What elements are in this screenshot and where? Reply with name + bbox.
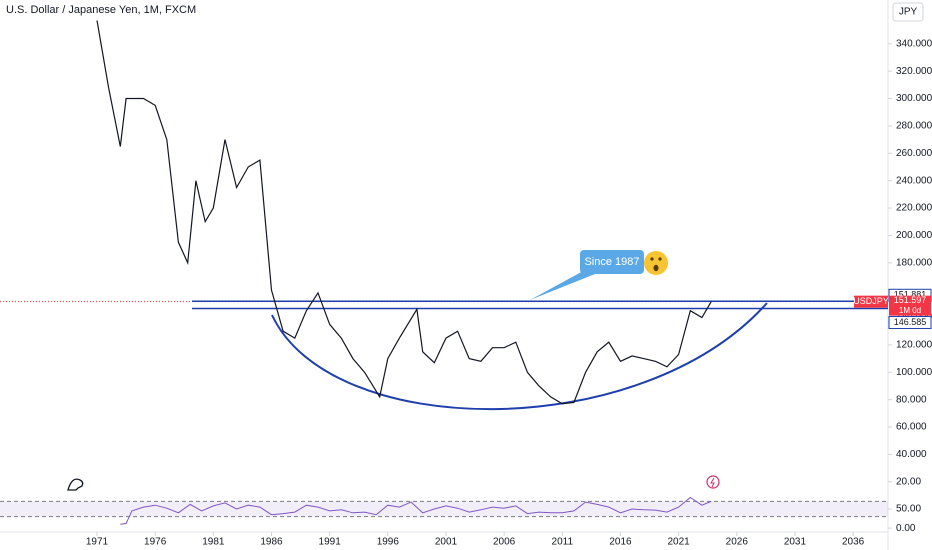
y-tick-label: 300.000 (896, 93, 932, 104)
y-tick-label: 180.000 (896, 257, 932, 268)
y-tick-label: 100.000 (896, 367, 932, 378)
x-tick-label: 2026 (726, 537, 749, 548)
event-icon[interactable] (706, 475, 720, 489)
y-tick-label: 340.000 (896, 38, 932, 49)
x-tick-label: 1971 (86, 537, 109, 548)
x-tick-label: 1976 (144, 537, 167, 548)
y-tick-label: 260.000 (896, 148, 932, 159)
y-tick-label: 120.000 (896, 340, 932, 351)
level-label: 146.585 (894, 317, 927, 327)
x-tick-label: 2001 (435, 537, 458, 548)
x-tick-label: 2021 (667, 537, 690, 548)
emoji-eye (658, 257, 662, 261)
event-bolt (710, 477, 715, 488)
y-tick-label: 80.000 (896, 394, 927, 405)
emoji-mouth (653, 264, 659, 272)
callout-text: Since 1987 (584, 256, 639, 268)
currency-label[interactable]: JPY (899, 7, 918, 18)
cup-curve (271, 302, 768, 411)
y-tick-label: 280.000 (896, 121, 932, 132)
symbol-box (854, 295, 888, 308)
emoji (644, 251, 668, 275)
x-tick-label: 1981 (202, 537, 225, 548)
x-tick-label: 1991 (319, 537, 342, 548)
emoji-eye (650, 257, 654, 261)
currency-button[interactable] (892, 2, 924, 22)
symbol-label: USDJPY (853, 296, 889, 306)
level-label-box (888, 316, 932, 330)
y-tick-label: 220.000 (896, 203, 932, 214)
countdown-label: 1M 0d (899, 306, 921, 315)
y-tick-label: 40.000 (896, 449, 927, 460)
chart-title: U.S. Dollar / Japanese Yen, 1M, FXCM (6, 4, 196, 16)
x-tick-label: 2031 (784, 537, 807, 548)
x-tick-label: 2016 (609, 537, 632, 548)
rsi-tick-label: 0.00 (896, 523, 916, 534)
y-tick-label: 60.000 (896, 422, 927, 433)
y-tick-label: 320.000 (896, 66, 932, 77)
y-tick-label: 20.00 (896, 476, 921, 487)
callout (580, 250, 644, 274)
x-tick-label: 2036 (842, 537, 865, 548)
last-price-box (889, 295, 931, 316)
level-label: 151.881 (894, 290, 927, 300)
callout-pointer (530, 270, 600, 300)
y-tick-label: 200.000 (896, 230, 932, 241)
x-tick-label: 1986 (260, 537, 283, 548)
y-tick-label: 240.000 (896, 175, 932, 186)
x-tick-label: 1996 (377, 537, 400, 548)
rsi-band (0, 501, 888, 517)
rsi-line (120, 496, 712, 525)
last-price-label: 151.597 (894, 295, 927, 305)
price-line (96, 20, 712, 405)
x-tick-label: 2006 (493, 537, 516, 548)
x-tick-label: 2011 (552, 537, 574, 548)
rsi-tick-label: 50.00 (896, 504, 921, 515)
logo (67, 478, 84, 491)
